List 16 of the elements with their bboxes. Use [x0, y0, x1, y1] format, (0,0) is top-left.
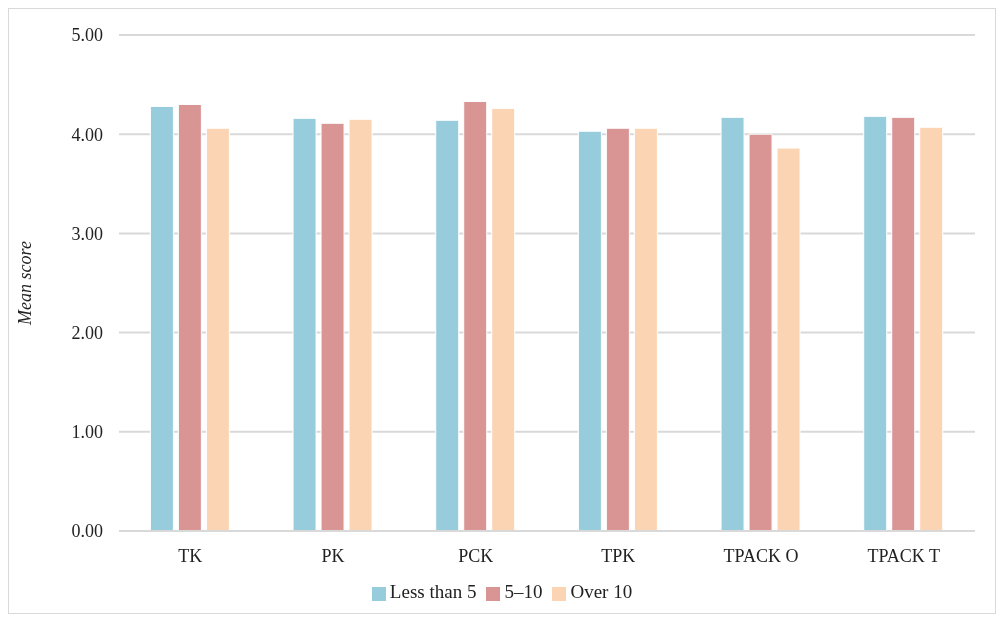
legend-label: 5–10: [504, 581, 543, 602]
y-tick-label: 4.00: [71, 124, 103, 145]
x-tick-label: PCK: [458, 545, 494, 566]
x-tick-label: TPACK T: [867, 545, 940, 566]
y-tick-label: 5.00: [71, 25, 103, 46]
y-axis-title: Mean score: [15, 241, 36, 326]
x-tick-label: TPACK O: [723, 545, 799, 566]
y-tick-label: 2.00: [71, 322, 103, 343]
x-tick-label: TPK: [601, 545, 636, 566]
y-tick-label: 1.00: [71, 422, 103, 443]
legend-label: Less than 5: [389, 581, 477, 602]
y-tick-label: 3.00: [71, 223, 103, 244]
legend-label: Over 10: [570, 581, 633, 602]
x-tick-label: TK: [178, 545, 203, 566]
y-tick-label: 0.00: [71, 521, 103, 542]
x-tick-label: PK: [321, 545, 345, 566]
